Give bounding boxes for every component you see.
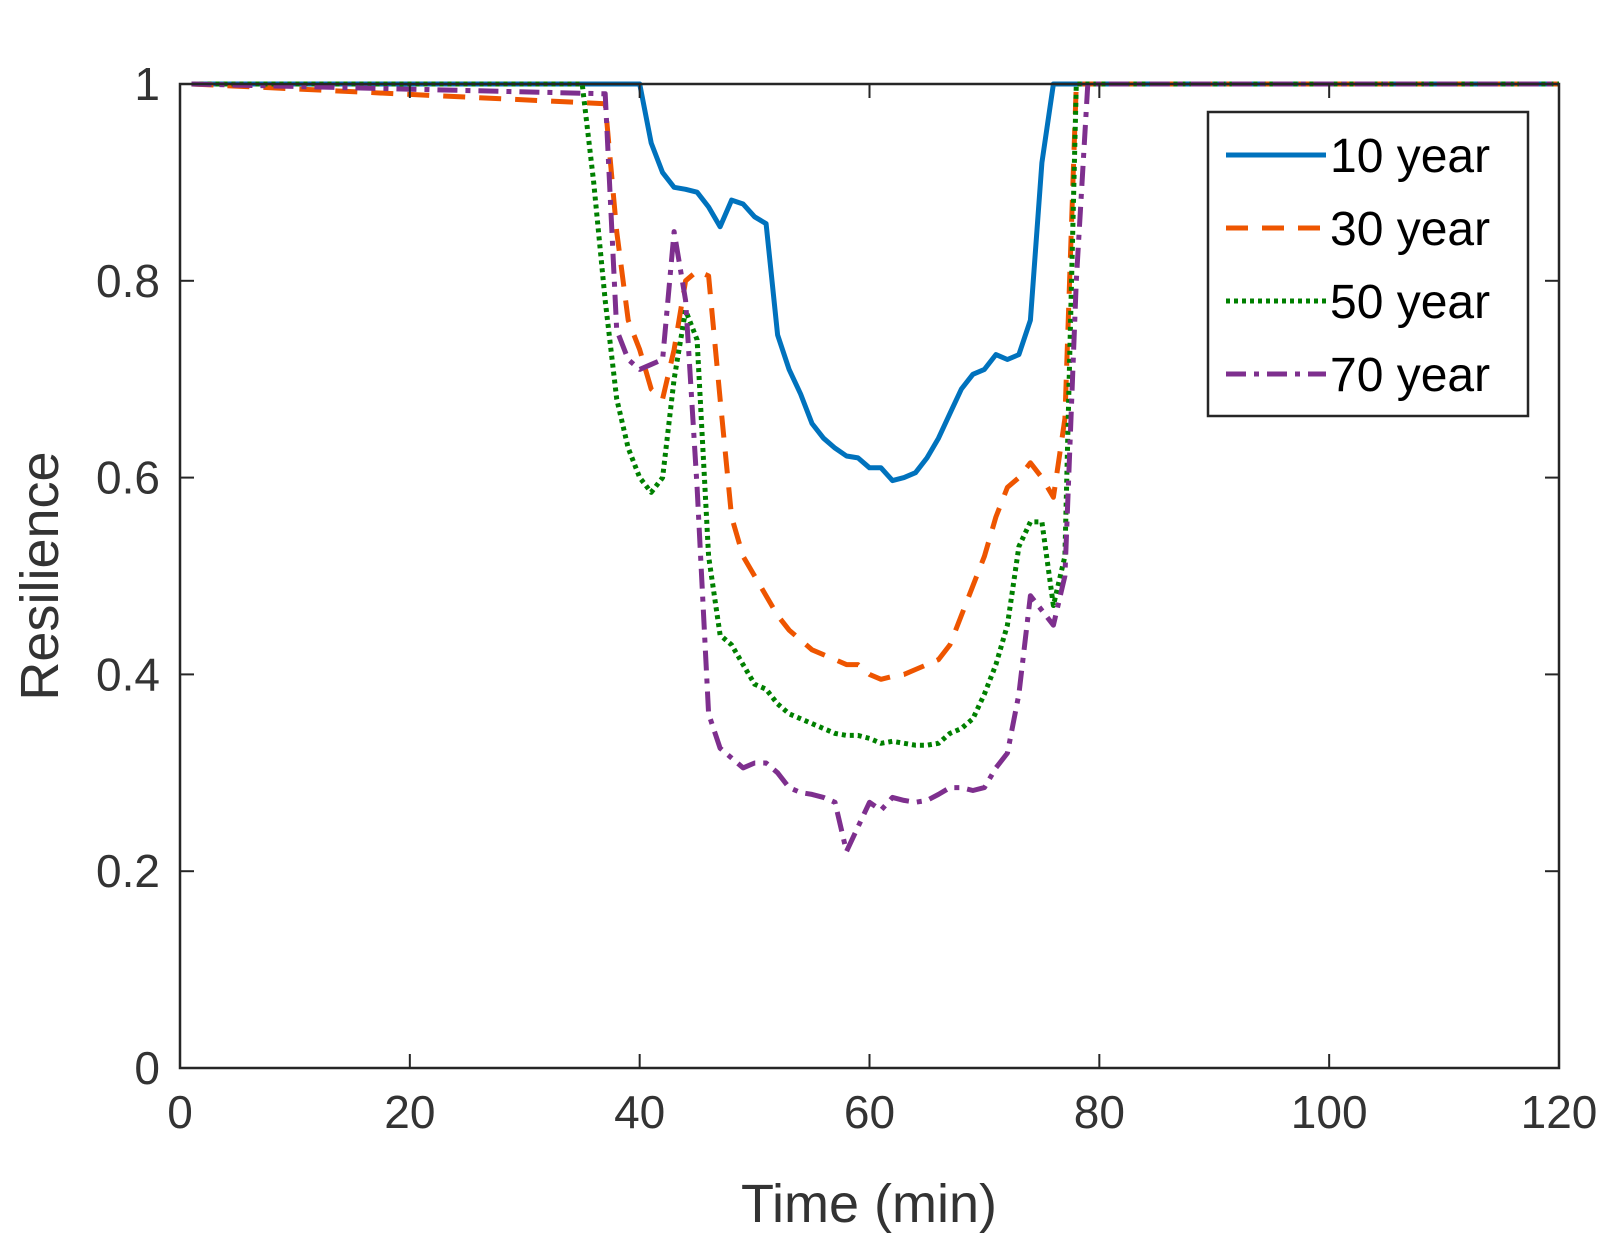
x-tick-label: 80 (1074, 1086, 1125, 1138)
legend-label: 50 year (1330, 276, 1490, 329)
y-tick-label: 0 (134, 1042, 160, 1094)
y-tick-label: 1 (134, 58, 160, 110)
series-layer (191, 81, 1559, 854)
x-tick-label: 20 (384, 1086, 435, 1138)
y-axis-label: Resilience (10, 451, 70, 700)
y-tick-label: 0.8 (96, 255, 160, 307)
y-tick-label: 0.6 (96, 452, 160, 504)
y-tick-label: 0.4 (96, 648, 160, 700)
legend-box (1206, 110, 1530, 418)
series-line-30-year (191, 81, 1559, 682)
ticks-layer: 0 20 40 60 80 100 120 0 0.2 0.4 0.6 0.8 1 (96, 58, 1597, 1138)
x-tick-label: 0 (167, 1086, 193, 1138)
legend-label: 30 year (1330, 203, 1490, 256)
x-tick-label: 60 (844, 1086, 895, 1138)
series-line-10-year (191, 81, 1559, 484)
legend-label: 10 year (1330, 130, 1490, 183)
legend-label: 70 year (1330, 349, 1490, 402)
x-tick-label: 40 (614, 1086, 665, 1138)
x-tick-label: 120 (1521, 1086, 1598, 1138)
x-axis-label: Time (min) (741, 1174, 997, 1234)
plot-frame (178, 82, 1561, 1070)
y-tick-label: 0.2 (96, 845, 160, 897)
x-tick-label: 100 (1291, 1086, 1368, 1138)
series-line-70-year (191, 81, 1559, 854)
legend: 10 year 30 year 50 year 70 year (1206, 110, 1530, 418)
series-line-50-year (191, 81, 1559, 748)
